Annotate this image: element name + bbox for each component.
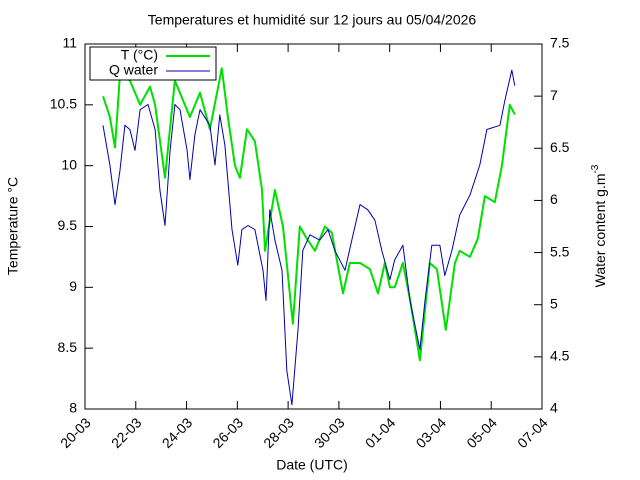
y-axis-label: Temperature °C: [5, 177, 21, 275]
y-tick-label: 10.5: [50, 96, 77, 112]
chart-title: Temperatures et humidité sur 12 jours au…: [148, 12, 477, 28]
legend-label: Q water: [109, 62, 158, 78]
y-tick-label: 8.5: [58, 339, 78, 355]
y-tick-label: 8: [69, 400, 77, 416]
y2-label-superscript: -3: [590, 164, 601, 173]
x-axis-label: Date (UTC): [276, 457, 348, 473]
y2-tick-label: 7: [550, 87, 558, 103]
y2-axis-label: Water content g.m-3: [590, 164, 608, 287]
y-tick-label: 10: [61, 156, 77, 172]
y2-tick-label: 5.5: [550, 243, 570, 259]
y-tick-label: 9.5: [58, 217, 78, 233]
y2-tick-label: 6: [550, 191, 558, 207]
y-tick-label: 9: [69, 278, 77, 294]
y2-label-text: Water content g.m: [592, 174, 608, 288]
legend-label: T (°C): [121, 47, 158, 63]
y2-tick-label: 5: [550, 295, 558, 311]
y2-tick-label: 4.5: [550, 348, 570, 364]
y2-tick-label: 6.5: [550, 139, 570, 155]
legend-box: [89, 46, 217, 81]
y2-tick-label: 7.5: [550, 35, 570, 51]
data-line: [102, 67, 516, 362]
y-tick-label: 11: [62, 35, 77, 51]
y2-tick-label: 4: [550, 400, 558, 416]
data-line: [102, 69, 516, 406]
